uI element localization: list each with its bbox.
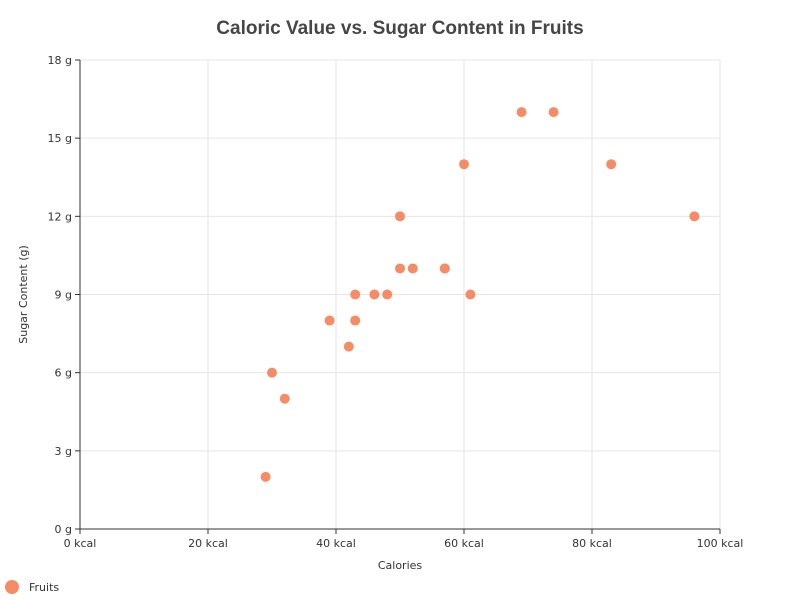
x-tick-label: 40 kcal <box>316 537 356 550</box>
legend[interactable]: Fruits <box>5 579 59 595</box>
chart-title: Caloric Value vs. Sugar Content in Fruit… <box>216 18 584 39</box>
y-tick-label: 6 g <box>55 367 72 380</box>
data-point <box>395 211 405 222</box>
y-tick-label: 15 g <box>48 132 72 145</box>
x-axis-title: Calories <box>378 559 423 572</box>
data-point <box>548 107 559 118</box>
data-point <box>279 393 290 404</box>
data-point <box>260 471 271 482</box>
legend-label: Fruits <box>29 580 60 594</box>
data-point <box>459 159 469 170</box>
data-points <box>260 107 700 482</box>
data-point <box>350 289 361 300</box>
tick-labels: 0 kcal 20 kcal 40 kcal 60 kcal 80 kcal 100 kc… <box>48 54 744 550</box>
data-point <box>343 341 354 352</box>
data-point <box>382 289 393 300</box>
data-point <box>395 263 405 274</box>
data-point <box>689 211 700 222</box>
x-tick-label: 20 kcal <box>188 537 228 550</box>
x-tick-label: 80 kcal <box>572 537 612 550</box>
axes <box>75 59 721 534</box>
y-tick-label: 12 g <box>48 210 72 223</box>
data-point <box>465 289 476 300</box>
y-tick-label: 3 g <box>55 445 72 458</box>
y-tick-label: 9 g <box>55 289 72 302</box>
data-point <box>407 263 418 274</box>
y-axis-title: Sugar Content (g) <box>17 245 30 344</box>
y-tick-label: 18 g <box>48 54 72 67</box>
legend-marker-icon <box>5 580 19 594</box>
x-tick-label: 0 kcal <box>64 537 97 550</box>
data-point <box>350 315 361 326</box>
y-tick-label: 0 g <box>55 523 72 536</box>
x-tick-label: 100 kcal <box>697 537 744 550</box>
data-point <box>267 367 277 378</box>
data-point <box>606 159 617 170</box>
data-point <box>324 315 335 326</box>
grid-lines <box>79 59 721 530</box>
x-tick-label: 60 kcal <box>444 537 484 550</box>
data-point <box>516 107 527 118</box>
data-point <box>369 289 380 300</box>
data-point <box>439 263 450 274</box>
